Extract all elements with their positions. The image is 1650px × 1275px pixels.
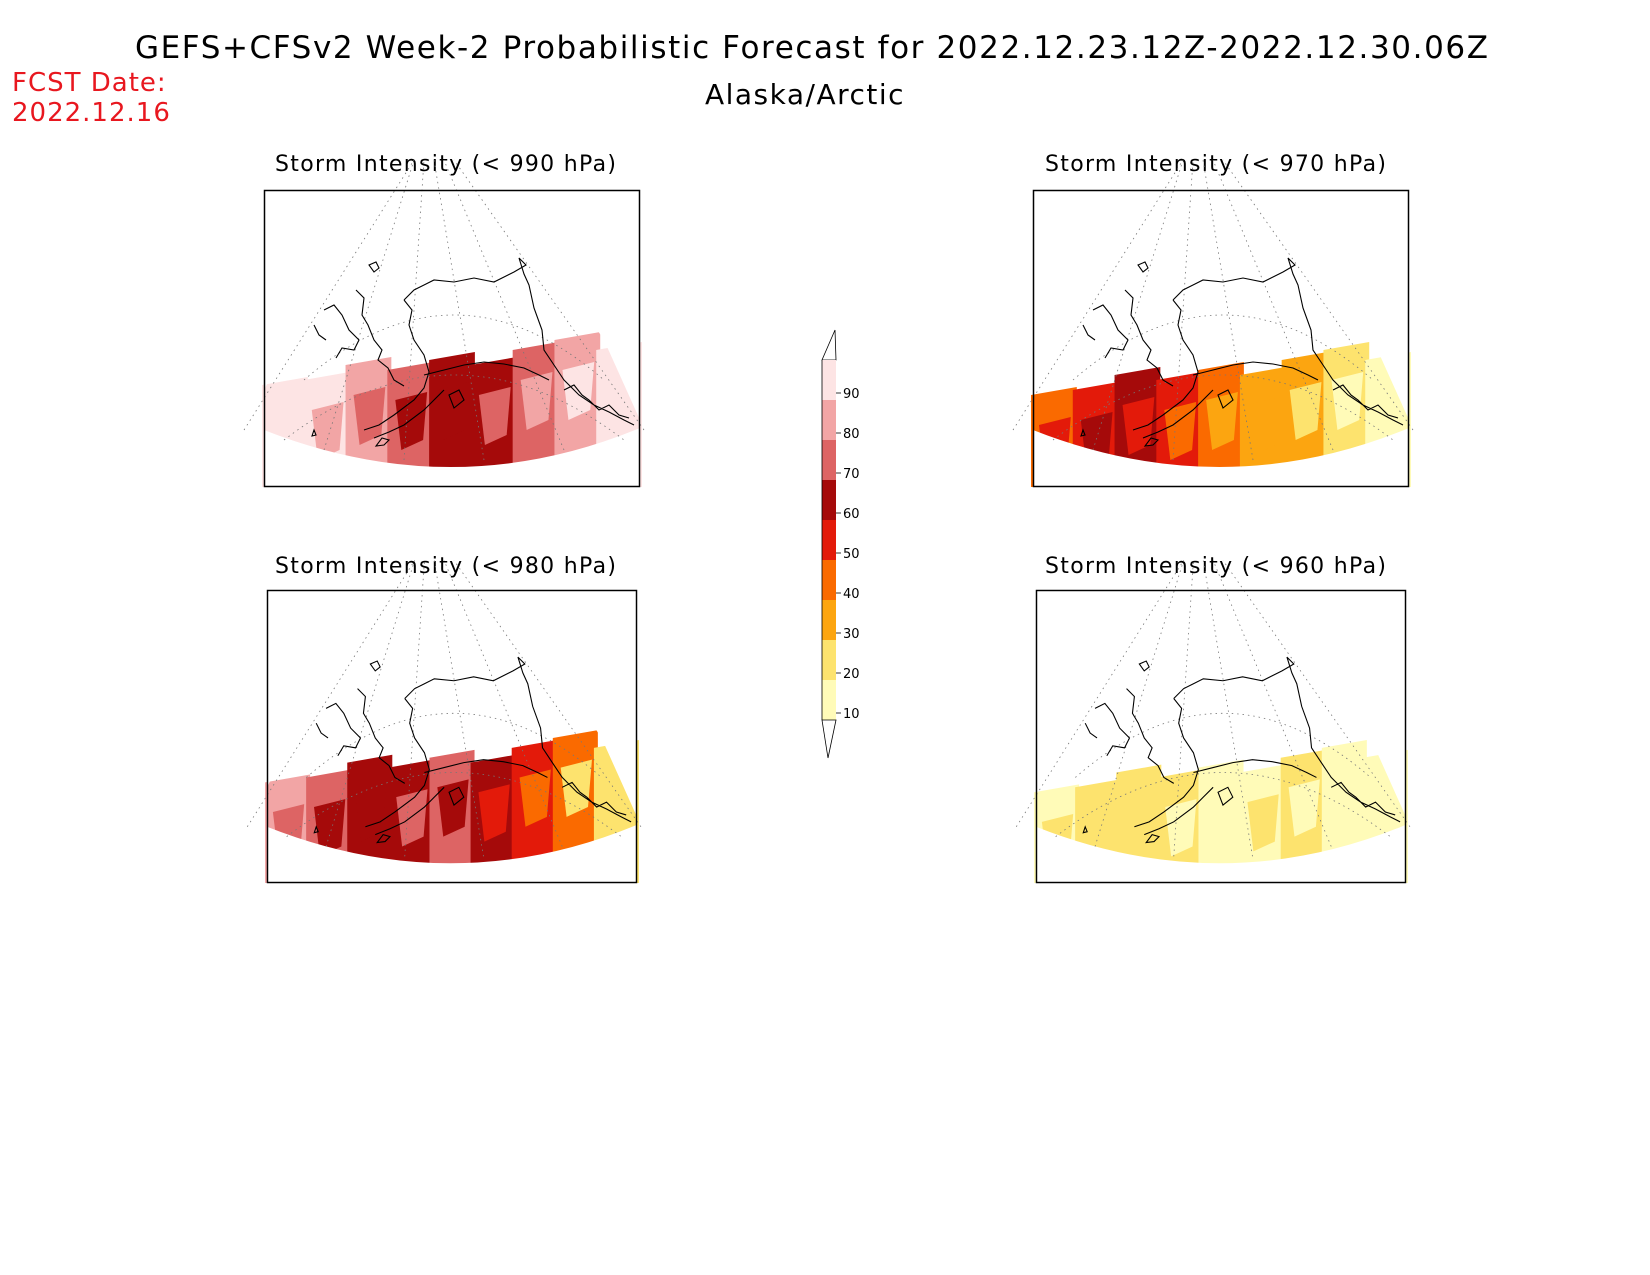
panel-title-970: Storm Intensity (< 970 hPa) bbox=[1045, 152, 1388, 177]
meridian-line bbox=[1012, 159, 1184, 431]
probability-cell bbox=[1247, 794, 1279, 852]
probability-cell bbox=[1373, 382, 1405, 440]
colorbar-segment bbox=[822, 680, 836, 720]
meridian-line bbox=[453, 560, 642, 827]
colorbar-tick-label: 30 bbox=[843, 627, 860, 642]
probability-cell bbox=[520, 372, 553, 430]
meridian-line bbox=[1015, 560, 1184, 827]
figure-title: GEFS+CFSv2 Week-2 Probabilistic Forecast… bbox=[135, 30, 1490, 66]
panel-frame bbox=[263, 189, 641, 488]
graticule bbox=[1015, 560, 1411, 857]
meridian-line bbox=[433, 159, 485, 461]
probability-cell bbox=[437, 779, 469, 837]
meridian-line bbox=[1222, 159, 1414, 431]
coastline bbox=[311, 257, 635, 447]
probability-cell bbox=[478, 387, 511, 445]
colorbar-segment bbox=[822, 520, 836, 560]
meridian-line bbox=[1173, 560, 1194, 857]
colorbar-segment bbox=[822, 440, 836, 480]
probability-cell bbox=[1206, 392, 1238, 450]
colorbar-tick-label: 10 bbox=[843, 707, 860, 722]
parallel-line bbox=[1072, 314, 1374, 381]
colorbar-segment bbox=[822, 400, 836, 440]
meridian-line bbox=[325, 560, 415, 847]
map-panel-980 bbox=[246, 560, 642, 884]
map-mask-south bbox=[1033, 428, 1409, 487]
probability-cell bbox=[311, 402, 344, 460]
meridian-line bbox=[453, 159, 645, 431]
meridian-line bbox=[1172, 159, 1194, 461]
meridian-line bbox=[243, 159, 415, 431]
map-panel-970 bbox=[1012, 159, 1414, 488]
colorbar-segment bbox=[822, 600, 836, 640]
map-mask-south bbox=[264, 428, 640, 487]
probability-cell bbox=[1124, 794, 1156, 852]
meridian-line bbox=[433, 560, 484, 857]
map-mask-north bbox=[1036, 590, 1406, 817]
probability-cell bbox=[396, 789, 428, 847]
probability-cell bbox=[1164, 402, 1197, 460]
parallel-line bbox=[303, 314, 605, 381]
panel-title-960: Storm Intensity (< 960 hPa) bbox=[1045, 554, 1388, 579]
probability-cell bbox=[1165, 799, 1197, 857]
probability-cell bbox=[353, 387, 386, 445]
colorbar-segment bbox=[822, 480, 836, 520]
map-panel-990 bbox=[243, 159, 645, 488]
colorbar-bottom-cap bbox=[821, 719, 837, 759]
colorbar-tick-label: 70 bbox=[843, 467, 860, 482]
probability-cell bbox=[395, 392, 428, 450]
meridian-line bbox=[403, 159, 425, 461]
region-subtitle: Alaska/Arctic bbox=[0, 78, 1650, 111]
meridian-line bbox=[404, 560, 425, 857]
coastline bbox=[1082, 656, 1401, 844]
probability-cell bbox=[314, 799, 346, 857]
panel-frame bbox=[1035, 589, 1407, 884]
graticule bbox=[246, 560, 642, 857]
coastline bbox=[313, 656, 632, 844]
panel-frame bbox=[266, 589, 638, 884]
meridian-line bbox=[246, 560, 415, 827]
colorbar-tick-label: 80 bbox=[843, 427, 860, 442]
probability-cell bbox=[1370, 779, 1403, 837]
region-label: Alaska/Arctic bbox=[704, 78, 906, 111]
fcst-date-label: FCST Date: bbox=[12, 68, 167, 98]
colorbar-tick-label: 20 bbox=[843, 667, 860, 682]
panel-frame bbox=[1032, 189, 1410, 488]
probability-cell bbox=[355, 784, 387, 842]
map-mask-south bbox=[267, 824, 637, 883]
meridian-line bbox=[1202, 560, 1253, 857]
graticule bbox=[1012, 159, 1414, 461]
meridian-line bbox=[1202, 159, 1254, 461]
colorbar: 90 80 70 60 50 40 30 20 10 bbox=[821, 329, 860, 759]
fcst-date-value: 2022.12.16 bbox=[12, 98, 171, 128]
colorbar-segment bbox=[822, 640, 836, 680]
probability-cell bbox=[1247, 397, 1280, 455]
colorbar-segment bbox=[822, 360, 836, 400]
meridian-line bbox=[1092, 159, 1184, 451]
colorbar-tick-label: 50 bbox=[843, 547, 860, 562]
map-panel-960 bbox=[1015, 560, 1411, 884]
probability-cell bbox=[478, 784, 510, 842]
probability-cell bbox=[519, 769, 551, 827]
colorbar-top-cap bbox=[821, 329, 837, 361]
colorbar-tick-label: 60 bbox=[843, 507, 860, 522]
map-mask-south bbox=[1036, 824, 1406, 883]
probability-cell bbox=[1122, 397, 1155, 455]
probability-cell bbox=[437, 382, 469, 440]
graticule bbox=[243, 159, 645, 461]
colorbar-tick-label: 40 bbox=[843, 587, 860, 602]
meridian-line bbox=[323, 159, 415, 451]
map-mask-north bbox=[267, 590, 637, 817]
coastline bbox=[1080, 257, 1404, 447]
meridian-line bbox=[1094, 560, 1184, 847]
probability-cell bbox=[1289, 382, 1322, 440]
probability-cell bbox=[1288, 779, 1320, 837]
probability-cell bbox=[1206, 789, 1238, 847]
meridian-line bbox=[1222, 560, 1411, 827]
colorbar-segment bbox=[822, 560, 836, 600]
map-mask-north bbox=[1033, 190, 1409, 420]
colorbar-tick-label: 90 bbox=[843, 387, 860, 402]
map-mask-north bbox=[264, 190, 640, 420]
panel-title-980: Storm Intensity (< 980 hPa) bbox=[275, 554, 618, 579]
